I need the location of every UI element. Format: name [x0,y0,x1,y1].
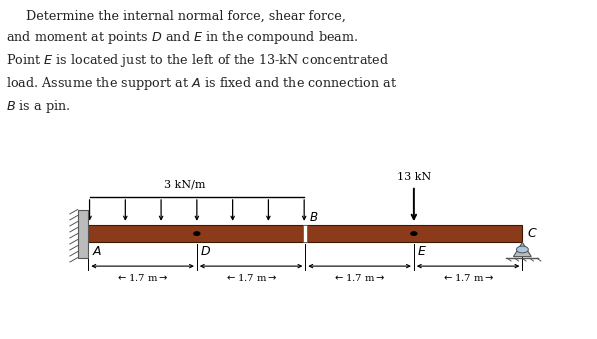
Circle shape [516,246,528,253]
Text: $D$: $D$ [200,245,211,258]
Text: $C$: $C$ [527,227,537,240]
Polygon shape [513,242,531,257]
Text: $\leftarrow$1.7 m$\rightarrow$: $\leftarrow$1.7 m$\rightarrow$ [225,272,278,282]
Circle shape [194,232,200,235]
Bar [303,225,307,242]
Text: $\leftarrow$1.7 m$\rightarrow$: $\leftarrow$1.7 m$\rightarrow$ [442,272,494,282]
Text: $A$: $A$ [92,245,102,258]
Text: Determine the internal normal force, shear force,
and moment at points $D$ and $: Determine the internal normal force, she… [6,10,398,115]
Text: 3 kN/m: 3 kN/m [164,180,205,190]
Text: $\leftarrow$1.7 m$\rightarrow$: $\leftarrow$1.7 m$\rightarrow$ [116,272,169,282]
Text: $B$: $B$ [309,211,318,224]
Circle shape [411,232,417,235]
Text: $E$: $E$ [417,245,427,258]
Bar [88,225,522,242]
Text: $\leftarrow$1.7 m$\rightarrow$: $\leftarrow$1.7 m$\rightarrow$ [333,272,386,282]
Text: 13 kN: 13 kN [397,172,431,182]
Bar [78,210,88,258]
